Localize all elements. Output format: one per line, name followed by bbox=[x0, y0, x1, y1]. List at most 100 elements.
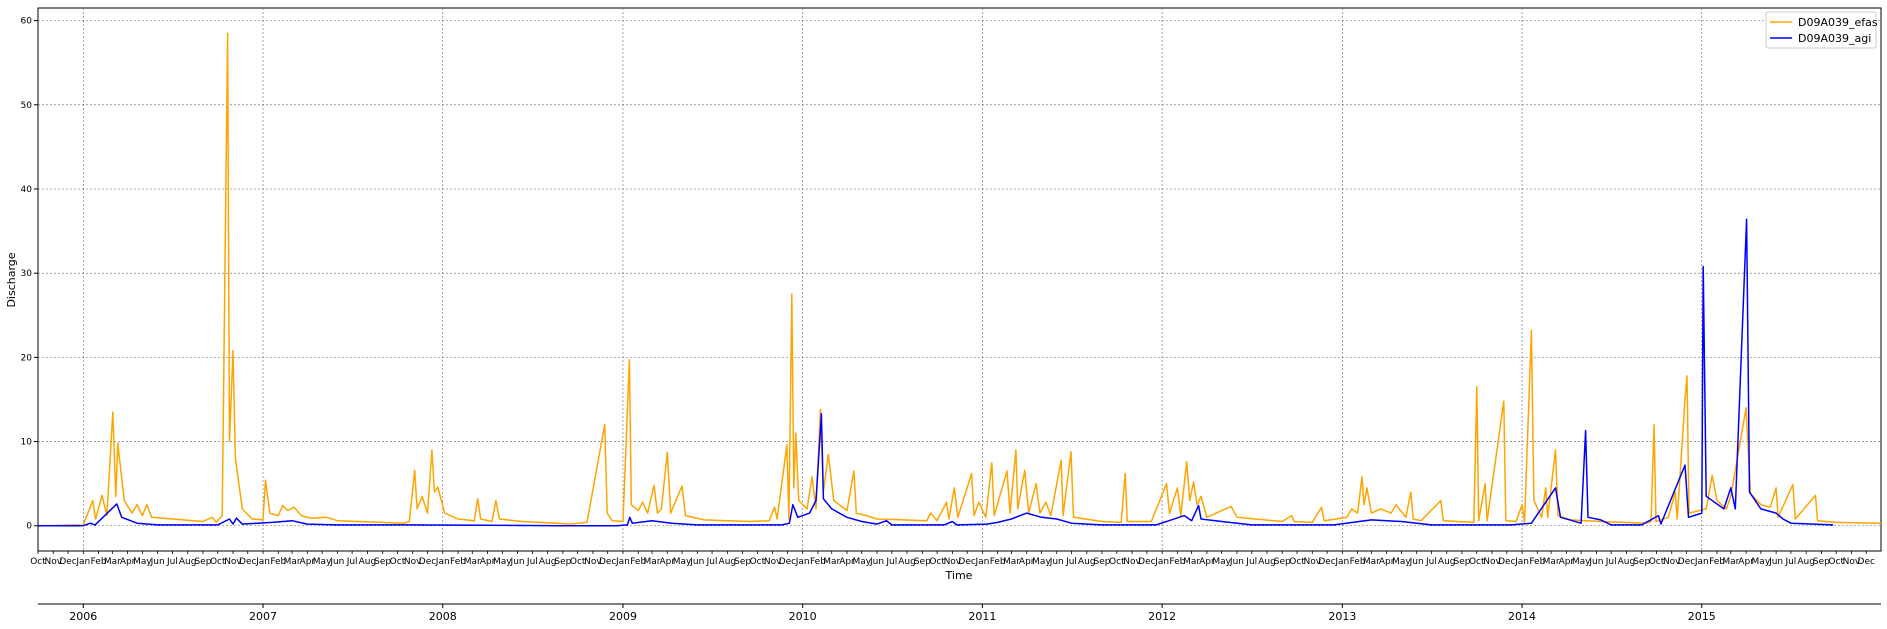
y-tick-label-20: 20 bbox=[21, 353, 33, 363]
x-axis-label: Time bbox=[945, 569, 973, 582]
legend-box bbox=[1765, 11, 1877, 49]
month-tick-label-dec: Dec bbox=[59, 557, 76, 567]
month-tick-label-jan: Jan bbox=[795, 557, 810, 567]
month-tick-label-may: May bbox=[673, 557, 692, 567]
y-axis-label: Discharge bbox=[5, 252, 18, 307]
month-tick-label-feb: Feb bbox=[450, 557, 466, 567]
month-tick-label-apr: Apr bbox=[1738, 557, 1754, 567]
month-tick-label-may: May bbox=[1032, 557, 1051, 567]
month-tick-label-oct: Oct bbox=[1649, 557, 1665, 567]
month-tick-label-nov: Nov bbox=[1483, 557, 1501, 567]
month-tick-label-aug: Aug bbox=[719, 557, 737, 567]
month-tick-label-oct: Oct bbox=[210, 557, 226, 567]
month-tick-label-sep: Sep bbox=[194, 557, 211, 567]
month-tick-label-dec: Dec bbox=[1678, 557, 1695, 567]
year-tick-label-2011: 2011 bbox=[968, 610, 996, 623]
legend-label-agi: D09A039_agi bbox=[1798, 32, 1871, 45]
y-tick-label-10: 10 bbox=[21, 438, 33, 448]
month-tick-label-sep: Sep bbox=[1633, 557, 1650, 567]
month-tick-label-mar: Mar bbox=[464, 557, 481, 567]
month-tick-label-sep: Sep bbox=[1274, 557, 1291, 567]
month-tick-label-nov: Nov bbox=[1304, 557, 1322, 567]
month-tick-label-aug: Aug bbox=[179, 557, 197, 567]
month-tick-label-jan: Jan bbox=[615, 557, 630, 567]
month-tick-label-apr: Apr bbox=[300, 557, 316, 567]
month-tick-label-dec: Dec bbox=[1498, 557, 1515, 567]
month-tick-label-jul: Jul bbox=[1784, 557, 1796, 567]
month-tick-label-may: May bbox=[313, 557, 332, 567]
month-tick-label-jul: Jul bbox=[1245, 557, 1257, 567]
year-tick-label-2013: 2013 bbox=[1328, 610, 1356, 623]
month-tick-label-feb: Feb bbox=[270, 557, 286, 567]
month-tick-label-oct: Oct bbox=[1469, 557, 1485, 567]
legend-label-efas: D09A039_efas bbox=[1798, 16, 1878, 29]
month-tick-label-apr: Apr bbox=[1019, 557, 1035, 567]
month-tick-label-apr: Apr bbox=[1199, 557, 1215, 567]
month-tick-label-sep: Sep bbox=[1813, 557, 1830, 567]
month-tick-label-feb: Feb bbox=[1169, 557, 1185, 567]
month-tick-label-mar: Mar bbox=[1543, 557, 1560, 567]
month-tick-label-mar: Mar bbox=[644, 557, 661, 567]
month-tick-label-jul: Jul bbox=[166, 557, 178, 567]
month-tick-label-jun: Jun bbox=[1409, 557, 1424, 567]
month-tick-label-mar: Mar bbox=[1003, 557, 1020, 567]
year-tick-label-2007: 2007 bbox=[249, 610, 277, 623]
month-tick-label-jun: Jun bbox=[329, 557, 344, 567]
month-tick-label-jul: Jul bbox=[885, 557, 897, 567]
month-tick-label-nov: Nov bbox=[944, 557, 962, 567]
month-tick-label-jul: Jul bbox=[1605, 557, 1617, 567]
month-tick-label-sep: Sep bbox=[1453, 557, 1470, 567]
month-tick-label-oct: Oct bbox=[570, 557, 586, 567]
month-tick-label-oct: Oct bbox=[929, 557, 945, 567]
month-tick-label-jun: Jun bbox=[689, 557, 704, 567]
series-lines bbox=[37, 32, 1882, 527]
month-tick-label-jan: Jan bbox=[1334, 557, 1349, 567]
month-tick-label-aug: Aug bbox=[898, 557, 916, 567]
month-tick-label-nov: Nov bbox=[404, 557, 422, 567]
month-tick-label-sep: Sep bbox=[374, 557, 391, 567]
month-tick-label-jun: Jun bbox=[510, 557, 525, 567]
legend: D09A039_efas D09A039_agi bbox=[1765, 11, 1878, 49]
month-tick-label-feb: Feb bbox=[91, 557, 107, 567]
month-tick-label-jun: Jun bbox=[1588, 557, 1603, 567]
month-tick-label-jan: Jan bbox=[1694, 557, 1709, 567]
month-tick-label-feb: Feb bbox=[1350, 557, 1366, 567]
month-tick-label-mar: Mar bbox=[1363, 557, 1380, 567]
month-tick-label-jun: Jun bbox=[1768, 557, 1783, 567]
year-tick-label-2006: 2006 bbox=[69, 610, 97, 623]
month-tick-label-aug: Aug bbox=[539, 557, 557, 567]
month-tick-label-may: May bbox=[493, 557, 512, 567]
month-tick-label-jun: Jun bbox=[1229, 557, 1244, 567]
month-tick-label-nov: Nov bbox=[584, 557, 602, 567]
month-tick-label-jan: Jan bbox=[1154, 557, 1169, 567]
series-line-d09a039-agi bbox=[38, 218, 1834, 527]
month-tick-label-aug: Aug bbox=[359, 557, 377, 567]
month-tick-label-nov: Nov bbox=[1663, 557, 1681, 567]
month-tick-label-dec: Dec bbox=[419, 557, 436, 567]
y-tick-label-40: 40 bbox=[21, 185, 33, 195]
month-tick-label-oct: Oct bbox=[30, 557, 46, 567]
month-tick-label-dec: Dec bbox=[779, 557, 796, 567]
month-tick-label-aug: Aug bbox=[1078, 557, 1096, 567]
month-tick-label-jul: Jul bbox=[1425, 557, 1437, 567]
month-tick-label-dec: Dec bbox=[1318, 557, 1335, 567]
year-tick-label-2012: 2012 bbox=[1148, 610, 1176, 623]
month-tick-label-apr: Apr bbox=[659, 557, 675, 567]
month-tick-label-jul: Jul bbox=[526, 557, 538, 567]
month-tick-label-oct: Oct bbox=[750, 557, 766, 567]
year-tick-label-2008: 2008 bbox=[429, 610, 457, 623]
month-tick-label-may: May bbox=[1212, 557, 1231, 567]
year-tick-label-2014: 2014 bbox=[1508, 610, 1536, 623]
month-tick-label-may: May bbox=[1752, 557, 1771, 567]
y-tick-label-0: 0 bbox=[26, 522, 32, 532]
month-tick-label-oct: Oct bbox=[1109, 557, 1125, 567]
year-tick-label-2010: 2010 bbox=[789, 610, 817, 623]
month-tick-label-jul: Jul bbox=[706, 557, 718, 567]
month-tick-label-oct: Oct bbox=[390, 557, 406, 567]
month-tick-label-jan: Jan bbox=[974, 557, 989, 567]
month-tick-label-dec: Dec bbox=[1138, 557, 1155, 567]
month-tick-label-jan: Jan bbox=[1514, 557, 1529, 567]
month-tick-label-jan: Jan bbox=[75, 557, 90, 567]
month-tick-label-dec: Dec bbox=[599, 557, 616, 567]
